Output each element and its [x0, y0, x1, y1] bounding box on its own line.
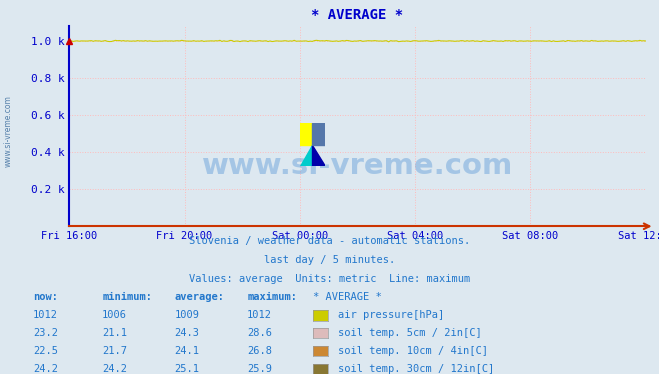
Text: 23.2: 23.2 [33, 328, 58, 338]
Text: 1012: 1012 [247, 310, 272, 320]
Text: 28.6: 28.6 [247, 328, 272, 338]
Text: last day / 5 minutes.: last day / 5 minutes. [264, 255, 395, 265]
Polygon shape [312, 145, 325, 166]
Text: minimum:: minimum: [102, 292, 152, 302]
Text: average:: average: [175, 292, 225, 302]
Text: * AVERAGE *: * AVERAGE * [313, 292, 382, 302]
Polygon shape [300, 145, 312, 166]
Text: www.si-vreme.com: www.si-vreme.com [202, 152, 513, 180]
Bar [300, 123, 312, 145]
Text: 24.3: 24.3 [175, 328, 200, 338]
Text: www.si-vreme.com: www.si-vreme.com [3, 95, 13, 167]
Text: soil temp. 5cm / 2in[C]: soil temp. 5cm / 2in[C] [338, 328, 482, 338]
Text: 1006: 1006 [102, 310, 127, 320]
Bar [312, 123, 325, 145]
Text: now:: now: [33, 292, 58, 302]
Text: 24.2: 24.2 [102, 364, 127, 374]
Text: soil temp. 10cm / 4in[C]: soil temp. 10cm / 4in[C] [338, 346, 488, 356]
Text: 25.9: 25.9 [247, 364, 272, 374]
Text: 21.7: 21.7 [102, 346, 127, 356]
Text: Values: average  Units: metric  Line: maximum: Values: average Units: metric Line: maxi… [189, 274, 470, 283]
Text: soil temp. 30cm / 12in[C]: soil temp. 30cm / 12in[C] [338, 364, 494, 374]
Text: 26.8: 26.8 [247, 346, 272, 356]
Text: 24.2: 24.2 [33, 364, 58, 374]
Text: 1012: 1012 [33, 310, 58, 320]
Text: 1009: 1009 [175, 310, 200, 320]
Text: Slovenia / weather data - automatic stations.: Slovenia / weather data - automatic stat… [189, 236, 470, 246]
Text: 25.1: 25.1 [175, 364, 200, 374]
Text: 22.5: 22.5 [33, 346, 58, 356]
Text: 24.1: 24.1 [175, 346, 200, 356]
Text: air pressure[hPa]: air pressure[hPa] [338, 310, 444, 320]
Title: * AVERAGE *: * AVERAGE * [312, 8, 403, 22]
Text: maximum:: maximum: [247, 292, 297, 302]
Text: 21.1: 21.1 [102, 328, 127, 338]
